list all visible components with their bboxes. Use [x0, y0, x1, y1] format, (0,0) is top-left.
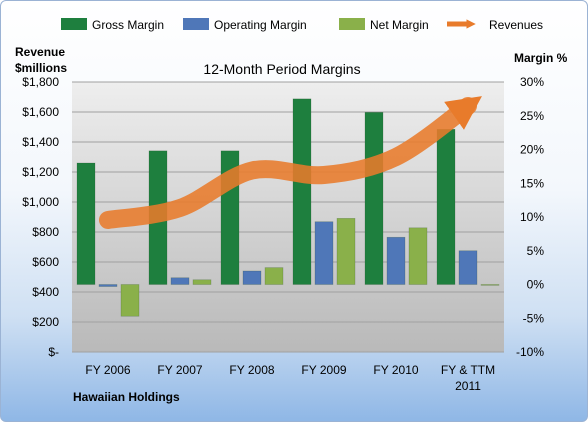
right-tick-labels: -10% -5% 0% 5% 10% 15% 20% 25% 30% — [516, 75, 544, 359]
left-tick-label: $1,200 — [22, 165, 59, 179]
bar-net-margin — [120, 284, 140, 317]
left-tick-label: $800 — [32, 225, 59, 239]
bar-gross-margin — [436, 128, 456, 285]
left-tick-label: $- — [48, 345, 59, 359]
right-tick-label: 0% — [527, 278, 545, 292]
legend-label-revenues: Revenues — [489, 18, 543, 32]
category-labels: FY 2006 FY 2007 FY 2008 FY 2009 FY 2010 FY & … — [85, 363, 495, 393]
right-axis-label: Margin % — [514, 51, 568, 65]
right-tick-label: 10% — [520, 210, 544, 224]
bar-operating-margin — [458, 250, 478, 285]
bar-operating-margin — [314, 221, 334, 285]
gridlines — [72, 81, 504, 353]
left-tick-label: $1,800 — [22, 75, 59, 89]
category-label: FY 2007 — [157, 363, 202, 377]
category-label: FY & TTM — [441, 363, 495, 377]
left-tick-label: $1,000 — [22, 195, 59, 209]
bar-gross-margin — [364, 112, 384, 285]
left-tick-label: $1,600 — [22, 105, 59, 119]
bar-operating-margin — [242, 270, 262, 285]
right-tick-label: 30% — [520, 75, 544, 89]
right-tick-label: -10% — [516, 345, 544, 359]
bar-net-margin — [408, 227, 428, 285]
bar-net-margin — [192, 279, 212, 285]
bar-gross-margin — [292, 98, 312, 285]
category-label: 2011 — [455, 379, 481, 393]
right-tick-label: -5% — [523, 311, 545, 325]
legend-swatch-operating-margin — [183, 18, 209, 30]
legend-swatch-gross-margin — [61, 18, 87, 30]
category-label: FY 2006 — [85, 363, 130, 377]
bar-net-margin — [264, 267, 284, 285]
legend-label-net-margin: Net Margin — [370, 18, 429, 32]
bar-operating-margin — [386, 236, 406, 285]
left-axis-label-line1: Revenue — [15, 45, 65, 59]
revenue-trend-arrow — [99, 96, 482, 229]
legend-swatch-net-margin — [339, 18, 365, 30]
right-tick-label: 15% — [520, 176, 544, 190]
bar-operating-margin — [170, 277, 190, 285]
category-label: FY 2008 — [229, 363, 274, 377]
legend-label-operating-margin: Operating Margin — [214, 18, 307, 32]
left-tick-label: $1,400 — [22, 135, 59, 149]
legend-label-gross-margin: Gross Margin — [92, 18, 164, 32]
left-tick-label: $400 — [32, 285, 59, 299]
left-axis-label-line2: $millions — [15, 61, 67, 75]
category-label: FY 2010 — [373, 363, 418, 377]
left-tick-label: $200 — [32, 315, 59, 329]
bar-operating-margin — [98, 284, 118, 287]
bar-net-margin — [336, 218, 356, 285]
bar-net-margin — [480, 284, 500, 286]
chart-title: 12-Month Period Margins — [203, 61, 360, 77]
bar-gross-margin — [76, 162, 96, 285]
legend: Gross Margin Operating Margin Net Margin… — [61, 18, 543, 32]
left-tick-label: $600 — [32, 255, 59, 269]
right-tick-label: 25% — [520, 109, 544, 123]
category-label: FY 2009 — [301, 363, 346, 377]
right-tick-label: 5% — [527, 244, 545, 258]
right-tick-label: 20% — [520, 143, 544, 157]
company-name: Hawaiian Holdings — [73, 390, 180, 404]
left-tick-labels: $- $200 $400 $600 $800 $1,000 $1,200 $1,400 $1,6… — [22, 75, 59, 359]
